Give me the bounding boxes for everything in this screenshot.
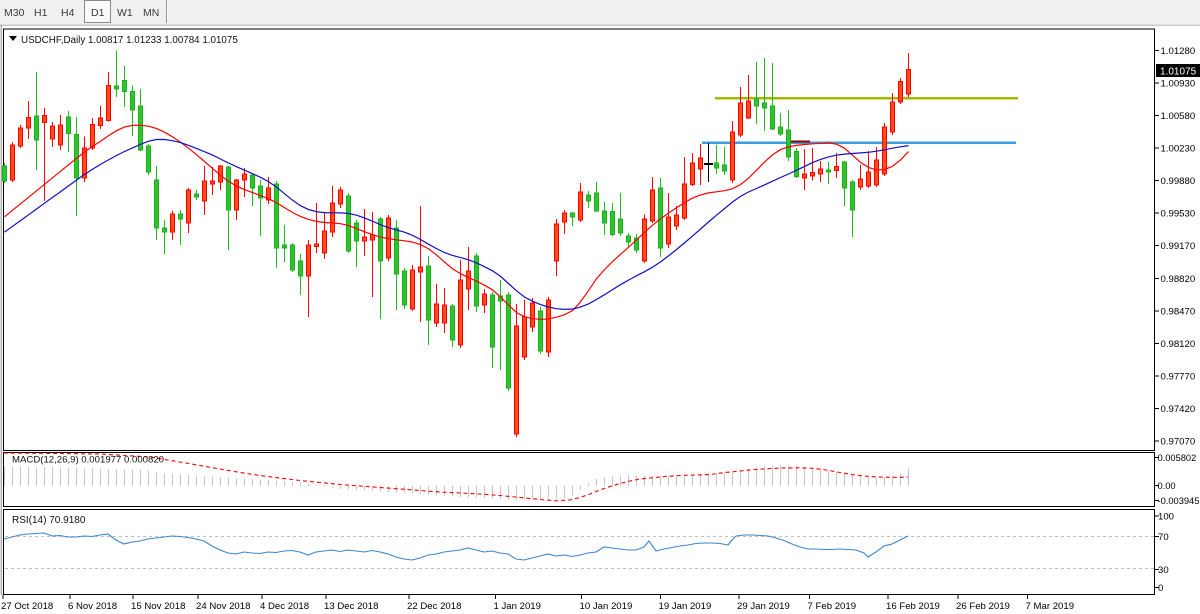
svg-text:13 Dec 2018: 13 Dec 2018 (324, 601, 378, 612)
svg-text:0.99880: 0.99880 (1161, 176, 1196, 187)
svg-text:0.98120: 0.98120 (1161, 339, 1196, 350)
svg-text:0.97420: 0.97420 (1161, 404, 1196, 415)
svg-text:0: 0 (1158, 583, 1163, 594)
svg-text:29 Jan 2019: 29 Jan 2019 (737, 601, 790, 612)
svg-text:D1: D1 (91, 7, 105, 19)
svg-text:100: 100 (1158, 512, 1174, 523)
svg-text:26 Feb 2019: 26 Feb 2019 (956, 601, 1010, 612)
svg-text:30: 30 (1158, 565, 1169, 576)
svg-text:0.99530: 0.99530 (1161, 209, 1196, 220)
svg-text:RSI(14) 70.9180: RSI(14) 70.9180 (12, 515, 86, 526)
svg-text:27 Oct 2018: 27 Oct 2018 (1, 601, 53, 612)
svg-text:6 Nov 2018: 6 Nov 2018 (68, 601, 117, 612)
svg-text:0.99170: 0.99170 (1161, 241, 1196, 252)
svg-text:W1: W1 (117, 7, 133, 19)
svg-text:7 Mar 2019: 7 Mar 2019 (1026, 601, 1075, 612)
svg-text:0.97070: 0.97070 (1161, 437, 1196, 448)
svg-text:10 Jan 2019: 10 Jan 2019 (580, 601, 633, 612)
svg-text:H4: H4 (61, 7, 75, 19)
svg-text:M30: M30 (4, 7, 25, 19)
svg-text:1 Jan 2019: 1 Jan 2019 (494, 601, 541, 612)
svg-text:0.00: 0.00 (1158, 481, 1176, 491)
svg-text:USDCHF,Daily 1.00817 1.01233: USDCHF,Daily 1.00817 1.01233 1.00784 1.0… (21, 35, 238, 46)
svg-text:19 Jan 2019: 19 Jan 2019 (659, 601, 712, 612)
svg-text:0.98820: 0.98820 (1161, 274, 1196, 285)
svg-text:0.005802: 0.005802 (1158, 453, 1197, 463)
svg-text:0.98470: 0.98470 (1161, 306, 1196, 317)
svg-text:15 Nov 2018: 15 Nov 2018 (131, 601, 185, 612)
svg-text:MN: MN (143, 7, 159, 19)
svg-text:-0.003945: -0.003945 (1158, 496, 1200, 506)
svg-text:0.97770: 0.97770 (1161, 371, 1196, 382)
svg-text:1.00580: 1.00580 (1161, 111, 1196, 122)
svg-text:24 Nov 2018: 24 Nov 2018 (196, 601, 250, 612)
svg-text:MACD(12,26,9) 0.001977 0.00082: MACD(12,26,9) 0.001977 0.000820 (12, 455, 164, 466)
svg-text:22 Dec 2018: 22 Dec 2018 (407, 601, 461, 612)
svg-text:4 Dec 2018: 4 Dec 2018 (260, 601, 309, 612)
svg-text:1.00230: 1.00230 (1161, 144, 1196, 155)
svg-text:16 Feb 2019: 16 Feb 2019 (886, 601, 940, 612)
svg-text:1.01075: 1.01075 (1160, 67, 1197, 78)
svg-text:H1: H1 (34, 7, 48, 19)
svg-text:7 Feb 2019: 7 Feb 2019 (808, 601, 857, 612)
svg-text:70: 70 (1158, 532, 1169, 543)
svg-text:1.01280: 1.01280 (1161, 46, 1196, 57)
svg-text:1.00930: 1.00930 (1161, 79, 1196, 90)
